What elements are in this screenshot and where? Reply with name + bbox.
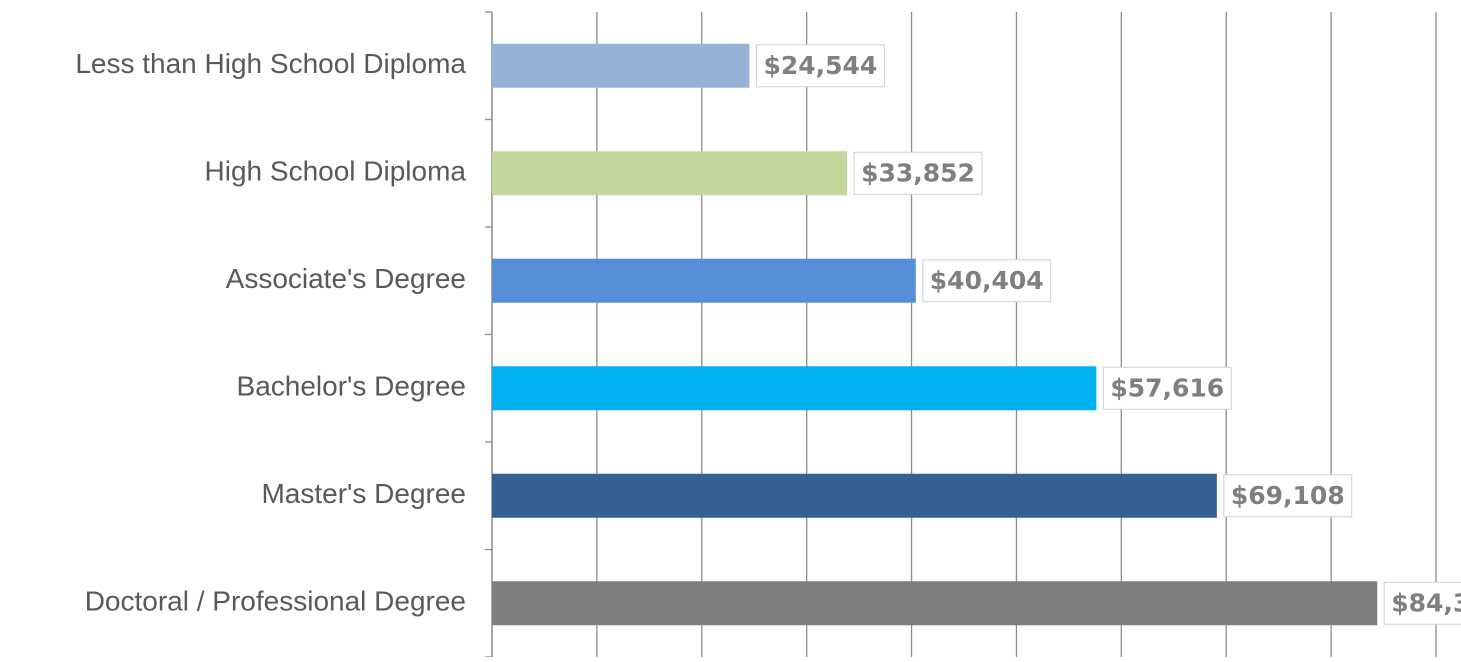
value-label-box [1102, 366, 1232, 410]
bar [492, 151, 848, 196]
y-tick-label: High School Diploma [205, 156, 467, 187]
value-label: $40,404 [930, 266, 1044, 295]
value-label: $69,108 [1231, 481, 1345, 510]
y-tick-label: Less than High School Diploma [75, 48, 466, 79]
bar [492, 473, 1217, 518]
bar [492, 258, 916, 303]
value-label-box [1223, 474, 1353, 518]
value-label-box [922, 259, 1052, 303]
y-tick-label: Master's Degree [261, 478, 466, 509]
y-tick-label: Associate's Degree [226, 263, 466, 294]
bar [492, 366, 1097, 411]
value-label: $84,396 [1391, 588, 1461, 617]
value-label: $57,616 [1110, 373, 1224, 402]
value-label-box [853, 151, 983, 195]
bar [492, 43, 750, 88]
y-tick-label: Doctoral / Professional Degree [85, 586, 466, 617]
value-label: $33,852 [861, 158, 975, 187]
value-label-box [1383, 581, 1461, 625]
value-label-box [755, 44, 885, 88]
y-tick-label: Bachelor's Degree [237, 371, 466, 402]
bar [492, 581, 1378, 626]
value-label: $24,544 [763, 51, 877, 80]
